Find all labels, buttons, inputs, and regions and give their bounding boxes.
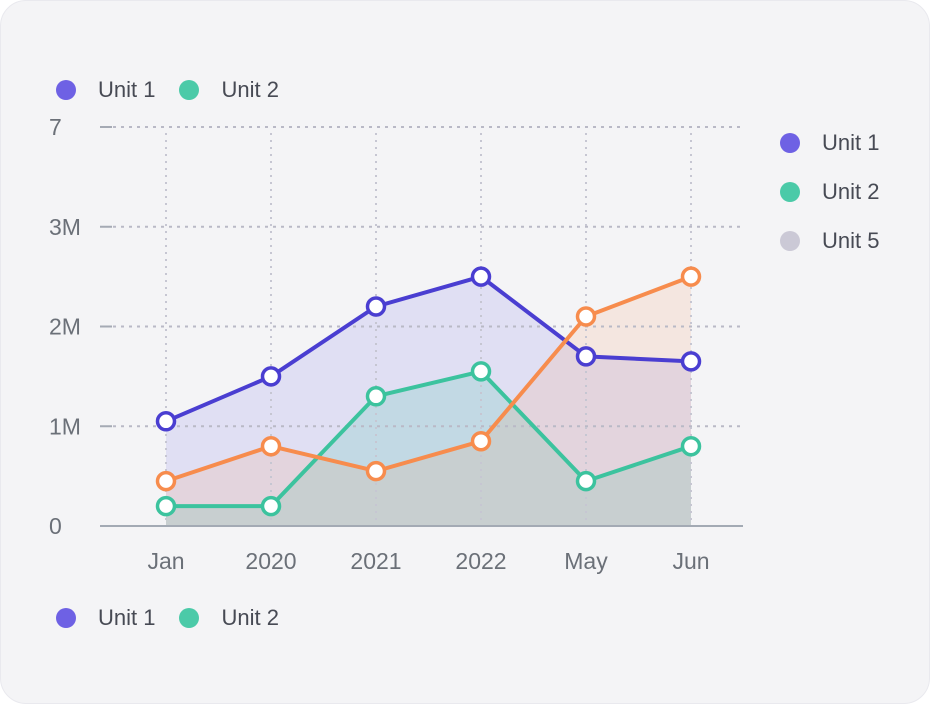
y-tick-label: 7 [49,114,62,140]
legend-dot-icon [56,607,76,628]
data-point[interactable] [365,386,387,407]
legend-dot-icon [780,181,800,202]
legend-item-unit-1[interactable]: Unit 1 [56,77,155,102]
legend-dot-icon [179,607,200,628]
legend-item-unit-1[interactable]: Unit 1 [56,605,155,630]
legend-dot-icon [179,79,200,100]
legend-item-unit-5[interactable]: Unit 5 [780,228,879,253]
data-point[interactable] [260,495,282,517]
x-tick-label: 2022 [455,548,506,574]
legend-label: Unit 1 [98,605,156,630]
data-point[interactable] [680,266,702,287]
legend-bottom: Unit 1 Unit 2 [56,605,279,630]
y-tick-label: 0 [49,513,62,539]
series-area-1 [166,371,691,526]
legend-label: Unit 5 [822,228,880,253]
legend-item-unit-1[interactable]: Unit 1 [780,130,879,155]
legend-right: Unit 1 Unit 2 Unit 5 [780,130,879,253]
data-point[interactable] [575,470,597,492]
legend-label: Unit 2 [221,77,279,102]
series-areas [166,276,691,526]
legend-item-unit-2[interactable]: Unit 2 [179,77,279,102]
x-tick-label: May [564,548,608,574]
x-tick-label: Jun [672,548,709,574]
data-point[interactable] [365,296,387,317]
data-point[interactable] [680,351,702,372]
x-tick-label: 2020 [245,548,296,574]
legend-dot-icon [56,79,76,100]
axis-labels: 0 1M 2M 3M 7 Jan 2020 2021 2022 May Jun [49,114,710,574]
series-markers-1 [155,361,702,517]
series-markers-2 [155,266,702,492]
legend-label: Unit 1 [98,77,156,102]
series-area-2 [166,276,691,526]
series-line-2 [164,274,693,484]
legend-dot-icon [780,230,800,251]
y-tick-label: 2M [49,314,81,340]
data-point[interactable] [365,460,387,482]
data-point[interactable] [155,495,177,517]
legend-item-unit-2[interactable]: Unit 2 [780,179,879,204]
legend-dot-icon [780,132,800,153]
x-tick-label: 2021 [350,548,401,574]
series-line-0 [164,274,693,424]
data-point[interactable] [680,435,702,457]
data-point[interactable] [155,411,177,432]
series-markers-0 [155,266,702,432]
legend-item-unit-2[interactable]: Unit 2 [179,605,279,630]
data-point[interactable] [470,266,492,287]
legend-label: Unit 1 [822,130,880,155]
legend-label: Unit 2 [822,179,880,204]
legend-label: Unit 2 [221,605,279,630]
data-point[interactable] [260,435,282,457]
data-point[interactable] [155,470,177,492]
data-point[interactable] [470,361,492,382]
data-point[interactable] [260,366,282,387]
y-tick-label: 3M [49,214,81,240]
x-tick-label: Jan [147,548,184,574]
legend-top: Unit 1 Unit 2 [56,77,279,102]
series-line-1 [164,369,693,509]
data-point[interactable] [575,306,597,327]
data-point[interactable] [470,430,492,452]
data-point[interactable] [575,346,597,367]
y-tick-label: 1M [49,413,81,439]
gridlines [100,126,743,527]
